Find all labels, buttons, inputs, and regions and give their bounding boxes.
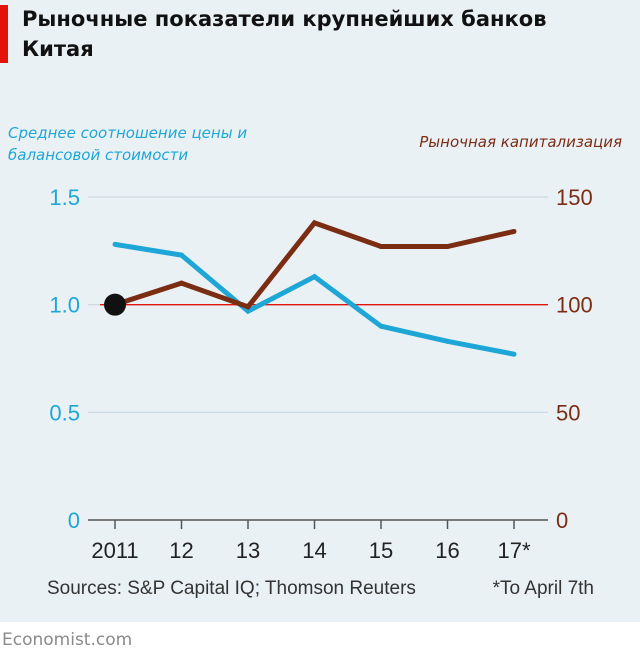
start-marker-dot bbox=[104, 293, 126, 316]
left-tick-label: 0 bbox=[68, 508, 80, 533]
market-cap-point bbox=[511, 228, 517, 234]
price-to-book-point bbox=[312, 274, 317, 280]
right-tick-label: 150 bbox=[556, 185, 593, 210]
right-tick-label: 0 bbox=[556, 508, 568, 533]
market-cap-point bbox=[312, 220, 317, 226]
price-to-book-point bbox=[511, 351, 517, 357]
market-cap-point bbox=[445, 244, 450, 250]
x-tick-label: 14 bbox=[302, 538, 326, 563]
price-to-book-point bbox=[378, 323, 384, 329]
left-tick-label: 1.0 bbox=[49, 293, 80, 318]
price-to-book-point bbox=[112, 241, 118, 247]
price-to-book-point bbox=[445, 338, 450, 344]
left-axis-label: Среднее соотношение цены и балансовой ст… bbox=[8, 124, 248, 164]
sources-note: Sources: S&P Capital IQ; Thomson Reuters bbox=[47, 578, 416, 599]
market-cap-point bbox=[179, 280, 184, 286]
line-chart: 0 0.5 1.0 1.5 0 50 100 150 2011 12 13 14 15 16 17* bbox=[49, 185, 593, 563]
x-tick-label: 15 bbox=[369, 538, 393, 563]
right-tick-label: 50 bbox=[556, 400, 580, 425]
market-cap-line bbox=[114, 219, 515, 310]
chart-title: Рыночные показатели крупнейших банков Ки… bbox=[22, 7, 547, 61]
right-axis-label: Рыночная капитализация bbox=[419, 133, 622, 151]
market-cap-point bbox=[245, 304, 251, 310]
x-tick-label: 2011 bbox=[91, 538, 138, 563]
x-tick-label: 12 bbox=[169, 538, 193, 563]
x-tick-label: 13 bbox=[236, 538, 260, 563]
x-tick-label: 16 bbox=[435, 538, 459, 563]
left-tick-label: 0.5 bbox=[49, 400, 80, 425]
market-cap-point bbox=[378, 244, 384, 250]
left-tick-label: 1.5 bbox=[49, 185, 80, 210]
x-tick-label: 17* bbox=[497, 538, 530, 563]
price-to-book-point bbox=[179, 252, 184, 258]
price-to-book-line bbox=[114, 241, 515, 357]
right-tick-label: 100 bbox=[556, 293, 593, 318]
footnote: *To April 7th bbox=[492, 578, 594, 599]
economist-red-tag bbox=[0, 5, 8, 63]
brand-credit: Economist.com bbox=[2, 630, 133, 650]
price-to-book-point bbox=[245, 308, 251, 314]
